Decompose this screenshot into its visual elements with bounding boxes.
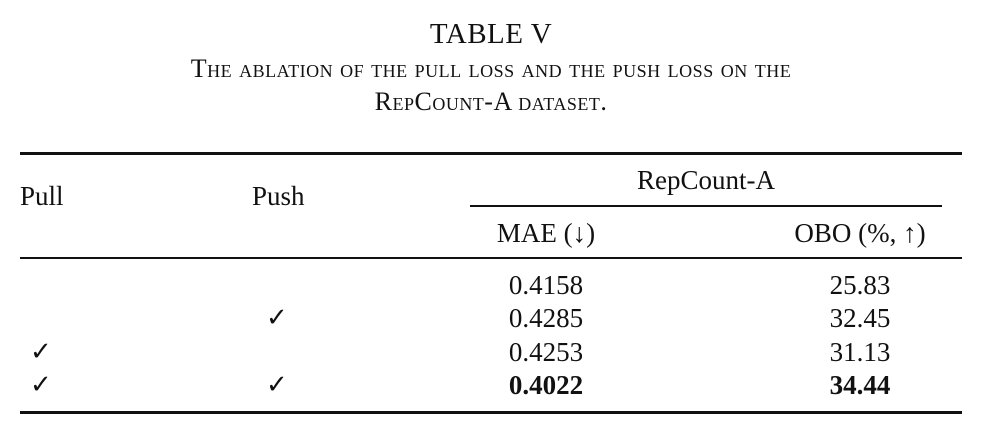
header-rule (20, 257, 962, 259)
obo-value: 34.44 (829, 370, 891, 400)
top-rule (20, 152, 962, 155)
push-check-mark: ✓ (266, 370, 288, 399)
table-row-best: ✓ ✓ 0.4022 34.44 (0, 372, 982, 406)
table-row: 0.4158 25.83 (0, 272, 982, 306)
obo-value: 32.45 (829, 303, 891, 333)
mae-value: 0.4158 (508, 270, 584, 300)
group-rule (470, 205, 942, 207)
push-check-mark: ✓ (266, 303, 288, 332)
obo-value: 25.83 (829, 270, 891, 300)
header-mae: MAE (↓) (496, 218, 596, 248)
obo-value: 31.13 (829, 337, 891, 367)
pull-check-mark: ✓ (30, 337, 52, 366)
header-repcount-a: RepCount-A (637, 165, 775, 195)
mae-value: 0.4022 (508, 370, 584, 400)
mae-value: 0.4253 (508, 337, 584, 367)
pull-check-mark: ✓ (30, 370, 52, 399)
header-obo: OBO (%, ↑) (794, 218, 926, 248)
mae-value: 0.4285 (508, 303, 584, 333)
header-push: Push (252, 181, 305, 211)
caption-line-2: RepCount-A dataset. (374, 87, 608, 116)
caption-line-1: The ablation of the pull loss and the pu… (190, 54, 792, 83)
table-row: ✓ 0.4253 31.13 (0, 339, 982, 373)
table-label: TABLE V (429, 18, 553, 50)
table-row: ✓ 0.4285 32.45 (0, 305, 982, 339)
bottom-rule (20, 411, 962, 414)
header-pull: Pull (20, 181, 64, 211)
